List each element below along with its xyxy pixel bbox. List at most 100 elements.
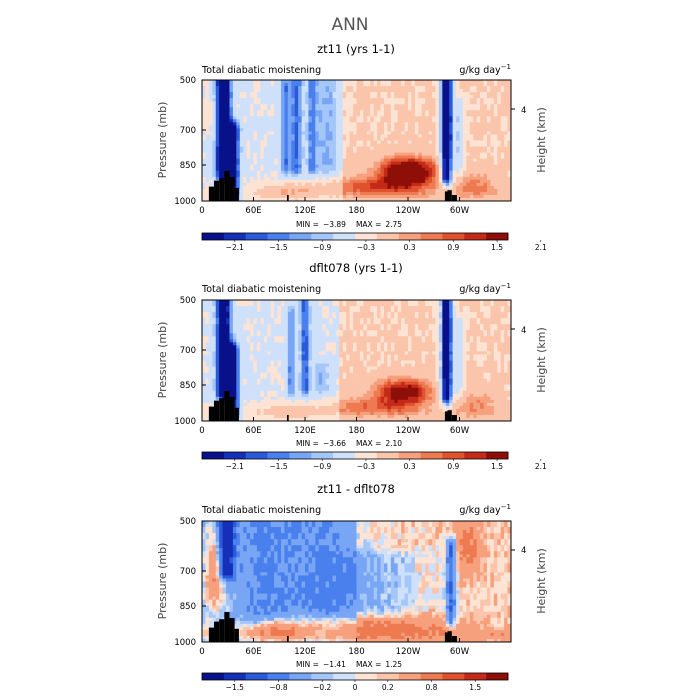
heatmap-cell: [425, 312, 429, 316]
heatmap-cell: [473, 119, 478, 123]
heatmap-cell: [215, 80, 220, 84]
heatmap-cell: [202, 98, 206, 102]
heatmap-cell: [486, 333, 491, 337]
heatmap-cell: [476, 104, 481, 108]
heatmap-cell: [507, 107, 512, 111]
heatmap-cell: [325, 119, 330, 123]
heatmap-cell: [445, 312, 450, 316]
heatmap-cell: [438, 140, 443, 144]
heatmap-cell: [476, 176, 481, 181]
heatmap-cell: [294, 318, 299, 322]
heatmap-cell: [294, 143, 299, 147]
heatmap-cell: [473, 80, 478, 84]
heatmap-cell: [353, 179, 357, 184]
heatmap-cell: [414, 146, 419, 150]
heatmap-cell: [270, 143, 275, 147]
heatmap-cell: [476, 134, 481, 138]
heatmap-cell: [256, 95, 261, 99]
heatmap-cell: [291, 110, 296, 114]
heatmap-cell: [274, 306, 278, 310]
heatmap-cell: [205, 176, 210, 181]
heatmap-cell: [250, 137, 254, 141]
heatmap-cell: [504, 179, 508, 184]
heatmap-cell: [315, 161, 320, 166]
heatmap-cell: [408, 327, 412, 331]
heatmap-cell: [476, 92, 481, 96]
heatmap-cell: [270, 176, 275, 181]
heatmap-cell: [339, 161, 344, 166]
heatmap-cell: [243, 152, 248, 157]
heatmap-cell: [473, 161, 478, 166]
heatmap-cell: [335, 324, 340, 328]
heatmap-cell: [342, 336, 347, 340]
heatmap-cell: [445, 149, 450, 153]
heatmap-cell: [452, 95, 457, 99]
heatmap-cell: [215, 306, 220, 310]
heatmap-cell: [243, 149, 248, 153]
heatmap-cell: [212, 86, 217, 90]
heatmap-cell: [253, 173, 258, 178]
heatmap-cell: [504, 170, 508, 175]
heatmap-cell: [287, 315, 292, 319]
heatmap-cell: [414, 185, 419, 190]
heatmap-cell: [497, 146, 502, 150]
heatmap-cell: [322, 176, 326, 181]
heatmap-cell: [236, 339, 241, 343]
heatmap-cell: [459, 300, 464, 304]
heatmap-cell: [346, 339, 351, 343]
heatmap-cell: [253, 122, 258, 126]
heatmap-cell: [438, 333, 443, 337]
heatmap-cell: [274, 300, 278, 304]
heatmap-cell: [229, 336, 234, 340]
heatmap-cell: [318, 92, 323, 96]
heatmap-cell: [239, 173, 244, 178]
heatmap-cell: [232, 83, 237, 87]
heatmap-cell: [256, 104, 261, 108]
heatmap-cell: [428, 158, 433, 163]
heatmap-cell: [256, 309, 261, 313]
heatmap-cell: [277, 300, 282, 304]
heatmap-cell: [277, 342, 282, 346]
heatmap-cell: [394, 173, 399, 178]
heatmap-cell: [253, 116, 258, 120]
heatmap-cell: [284, 339, 289, 343]
heatmap-cell: [418, 128, 423, 132]
heatmap-cell: [387, 197, 392, 202]
heatmap-cell: [394, 152, 399, 157]
heatmap-cell: [236, 122, 241, 126]
heatmap-cell: [363, 158, 368, 163]
heatmap-cell: [421, 333, 426, 337]
heatmap-cell: [380, 155, 385, 160]
heatmap-cell: [212, 128, 217, 132]
heatmap-cell: [377, 176, 381, 181]
heatmap-cell: [366, 315, 371, 319]
heatmap-cell: [435, 321, 440, 325]
heatmap-cell: [280, 194, 285, 199]
heatmap-cell: [370, 158, 375, 163]
heatmap-cell: [469, 191, 474, 196]
heatmap-cell: [308, 104, 313, 108]
heatmap-cell: [267, 83, 272, 87]
heatmap-cell: [425, 161, 429, 166]
heatmap-cell: [387, 315, 392, 319]
heatmap-cell: [267, 152, 272, 157]
heatmap-cell: [504, 336, 508, 340]
heatmap-cell: [318, 80, 323, 84]
heatmap-cell: [202, 152, 206, 157]
heatmap-cell: [363, 152, 368, 157]
heatmap-cell: [493, 116, 498, 120]
heatmap-cell: [339, 92, 344, 96]
heatmap-cell: [418, 164, 423, 169]
heatmap-cell: [425, 152, 429, 157]
heatmap-cell: [377, 164, 381, 169]
heatmap-cell: [421, 321, 426, 325]
heatmap-cell: [480, 113, 484, 117]
heatmap-cell: [284, 140, 289, 144]
heatmap-cell: [205, 300, 210, 304]
heatmap-cell: [239, 179, 244, 184]
heatmap-cell: [445, 176, 450, 181]
heatmap-cell: [346, 179, 351, 184]
heatmap-cell: [222, 152, 227, 157]
heatmap-cell: [401, 107, 405, 111]
heatmap-cell: [291, 324, 296, 328]
